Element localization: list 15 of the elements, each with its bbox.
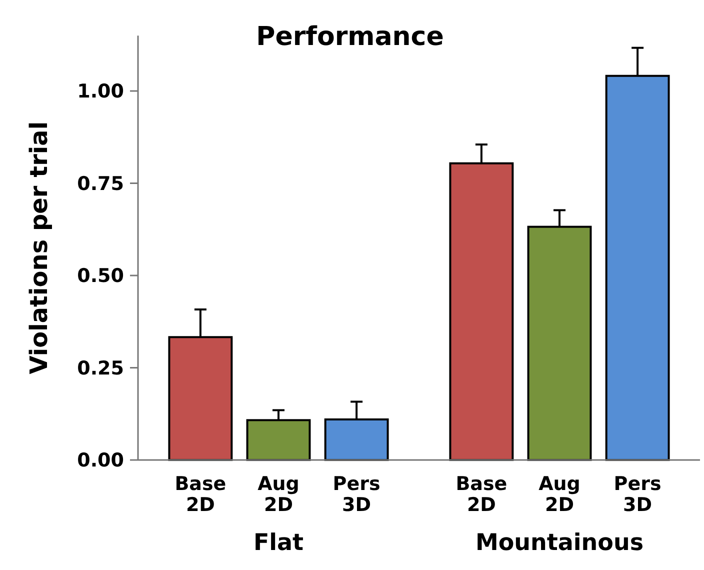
y-tick-label: 1.00 [77, 80, 124, 103]
x-tick-label: Base 2D [456, 473, 508, 516]
y-tick-label: 0.25 [77, 357, 124, 380]
y-axis-title: Violations per trial [25, 121, 53, 374]
y-tick-label: 0.50 [77, 265, 124, 288]
chart-title: Performance [256, 22, 444, 52]
y-tick-label: 0.75 [77, 172, 124, 195]
y-tick-label: 0.00 [77, 450, 124, 472]
text: Mountainous [475, 530, 644, 556]
x-tick-label: Pers 3D [614, 473, 662, 516]
x-tick-label: Pers 3D [332, 473, 380, 516]
x-tick-label: Aug 2D [258, 473, 300, 516]
text: Flat [253, 530, 304, 556]
x-tick-label: Aug 2D [538, 473, 580, 516]
x-tick-label: Base 2D [174, 473, 226, 516]
